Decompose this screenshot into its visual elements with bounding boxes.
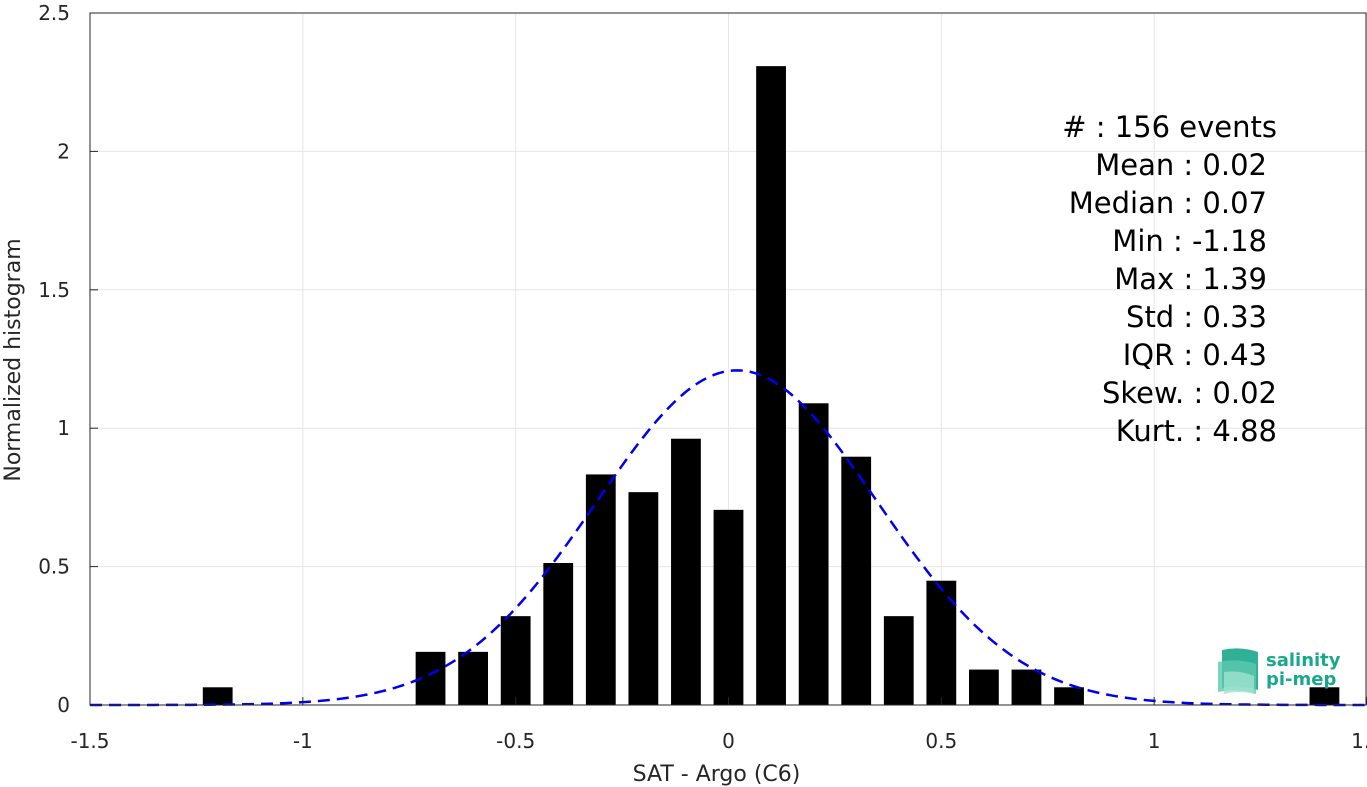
histogram-bar	[628, 492, 659, 705]
histogram-bar	[543, 563, 574, 705]
histogram-bar	[458, 651, 488, 705]
y-tick-label: 1	[57, 416, 70, 440]
stat-line: Kurt. : 4.88	[1116, 414, 1277, 448]
y-tick-label: 2.5	[38, 1, 70, 25]
x-tick-label: -1.5	[70, 729, 109, 753]
y-axis-ticks: 0 0.5 1 1.5 2 2.5	[38, 1, 98, 717]
stat-line: Max : 1.39	[1114, 262, 1267, 296]
x-tick-label: 1.5	[1351, 729, 1367, 753]
y-tick-label: 2	[57, 139, 70, 163]
y-tick-label: 1.5	[38, 278, 70, 302]
histogram-bar	[1054, 687, 1084, 705]
histogram-bar	[798, 403, 829, 705]
logo-line2: pi-mep	[1266, 669, 1336, 690]
bars	[202, 66, 1340, 705]
stat-line: Mean : 0.02	[1095, 148, 1267, 182]
histogram-bar	[1309, 687, 1340, 705]
histogram-bar	[756, 66, 786, 705]
salinity-pi-mep-logo: salinity pi-mep	[1218, 648, 1341, 694]
stat-line: Skew. : 0.02	[1102, 376, 1277, 410]
histogram-bar	[671, 438, 701, 705]
x-tick-label: 0.5	[925, 729, 957, 753]
stat-line: Median : 0.07	[1069, 186, 1267, 220]
logo-line1: salinity	[1266, 650, 1341, 671]
stat-line: Min : -1.18	[1112, 224, 1267, 258]
histogram-bar	[1011, 669, 1042, 705]
x-tick-label: 0	[722, 729, 735, 753]
stat-line: # : 156 events	[1062, 110, 1277, 144]
histogram-bar	[202, 687, 233, 705]
histogram-bar	[713, 509, 744, 705]
y-tick-label: 0.5	[38, 555, 70, 579]
statistics-box: # : 156 events Mean : 0.02 Median : 0.07 Mi…	[1062, 110, 1277, 448]
x-axis-label: SAT - Argo (C6)	[633, 762, 801, 787]
histogram-bar	[585, 474, 616, 705]
x-tick-label: 1	[1148, 729, 1161, 753]
stat-line: Std : 0.33	[1126, 300, 1267, 334]
y-tick-label: 0	[57, 693, 70, 717]
stat-line: IQR : 0.43	[1123, 338, 1267, 372]
x-tick-label: -1	[293, 729, 313, 753]
histogram-bar	[969, 669, 999, 705]
x-axis-ticks: -1.5 -1 -0.5 0 0.5 1 1.5	[70, 697, 1367, 753]
y-axis-label: Normalized histogram	[1, 238, 26, 481]
histogram-bar	[883, 616, 914, 705]
x-tick-label: -0.5	[496, 729, 535, 753]
histogram-bar	[500, 616, 531, 705]
histogram-bar	[841, 456, 872, 705]
logo-wave-icon	[1218, 648, 1258, 694]
